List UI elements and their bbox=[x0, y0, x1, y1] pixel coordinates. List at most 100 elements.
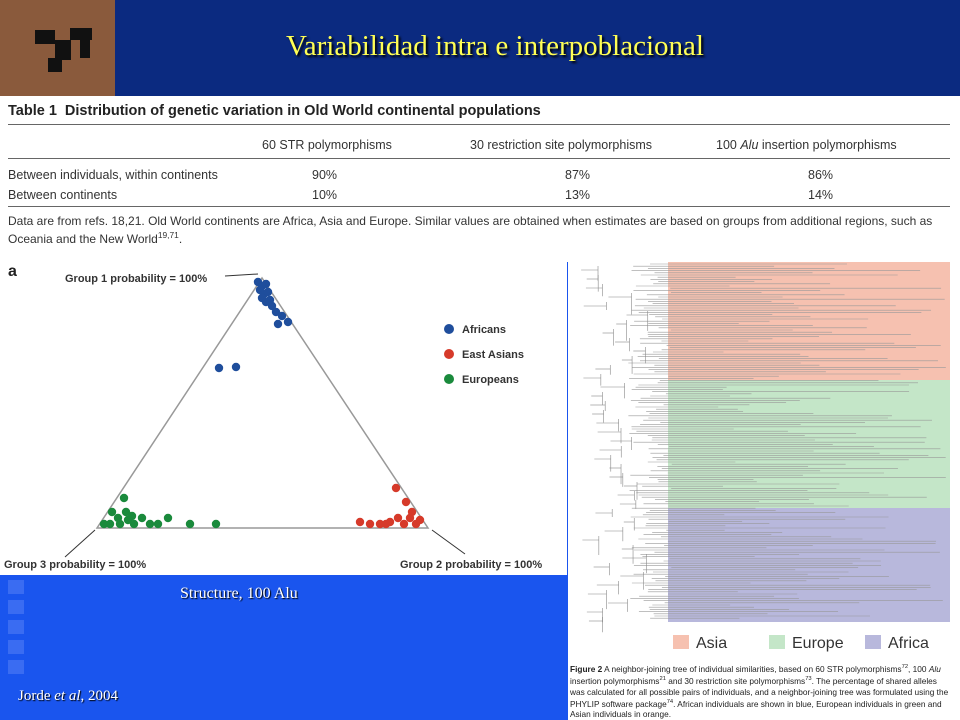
dot bbox=[375, 519, 385, 529]
dot bbox=[137, 513, 147, 523]
text-run: 19,71 bbox=[157, 230, 179, 240]
dot bbox=[153, 519, 163, 529]
text-run: A neighbor-joining tree of individual si… bbox=[602, 663, 902, 674]
legend-label: Europeans bbox=[462, 374, 519, 386]
dot bbox=[401, 497, 411, 507]
cell: 10% bbox=[312, 188, 338, 202]
panel-label: a bbox=[8, 263, 17, 280]
text-run: Jorde bbox=[18, 688, 55, 704]
legend-label: Africans bbox=[462, 324, 506, 336]
dot bbox=[283, 317, 293, 327]
dot bbox=[119, 493, 129, 503]
text-run: PHYLIP software package bbox=[570, 698, 667, 709]
dot bbox=[277, 311, 287, 321]
text-run: . African individuals are shown in blue,… bbox=[673, 698, 942, 709]
tree-caption-line: PHYLIP software package74. African indiv… bbox=[570, 697, 948, 709]
dot bbox=[365, 519, 375, 529]
dot bbox=[163, 513, 173, 523]
text-run: et al bbox=[54, 688, 81, 704]
dot bbox=[393, 513, 403, 523]
dot bbox=[214, 363, 224, 373]
logo-area bbox=[0, 0, 115, 96]
legend-swatch bbox=[865, 635, 881, 649]
citation: Jorde et al, 2004 bbox=[18, 688, 118, 705]
tree-panel: Asia Europe Africa Figure 2 A neighbor-joi… bbox=[568, 262, 960, 720]
column-header: 30 restriction site polymorphisms bbox=[470, 138, 652, 152]
cell: 14% bbox=[808, 188, 834, 202]
text-run: Alu bbox=[928, 663, 941, 674]
tree-caption-line: insertion polymorphisms21 and 30 restric… bbox=[570, 674, 948, 686]
text-run: 72 bbox=[901, 664, 909, 670]
group1-label: Group 1 probability = 100% bbox=[65, 273, 207, 285]
legend-label: Asia bbox=[696, 635, 727, 652]
dot bbox=[121, 507, 131, 517]
legend-label: East Asians bbox=[462, 349, 524, 361]
dot bbox=[263, 287, 273, 297]
triangle-panel: a Group 1 probability = 100% Group 3 pro… bbox=[0, 262, 567, 575]
dot bbox=[391, 483, 401, 493]
dot bbox=[273, 319, 283, 329]
legend-swatch bbox=[444, 324, 454, 334]
tree-caption-line: was calculated for all possible pairs of… bbox=[570, 687, 948, 698]
logo bbox=[35, 28, 92, 72]
dot bbox=[185, 519, 195, 529]
column-header: 100 Alu insertion polymorphisms bbox=[716, 138, 897, 152]
column-header: 60 STR polymorphisms bbox=[262, 138, 392, 152]
tree-caption-line: Asian individuals in orange. bbox=[570, 709, 948, 720]
text-run: Data are from refs. 18,21. Old World con… bbox=[8, 214, 933, 228]
dot bbox=[231, 362, 241, 372]
cell: 87% bbox=[565, 168, 591, 182]
text-run: 74 bbox=[666, 699, 674, 706]
figure-caption: Structure, 100 Alu bbox=[180, 585, 298, 602]
text-run: and 30 restriction site polymorphisms bbox=[665, 676, 806, 687]
dot bbox=[381, 519, 391, 529]
text-run: Figure 2 bbox=[570, 663, 603, 674]
text-run: 100 bbox=[716, 138, 741, 152]
dot bbox=[105, 519, 115, 529]
dot bbox=[129, 519, 139, 529]
table-panel: Table 1 Distribution of genetic variatio… bbox=[0, 96, 960, 262]
table-number: Table 1 bbox=[8, 103, 57, 119]
side-squares bbox=[0, 575, 30, 720]
text-run: 30 restriction site polymorphisms bbox=[470, 138, 653, 152]
header-band bbox=[0, 0, 960, 96]
text-run: Alu bbox=[740, 138, 759, 152]
legend-swatch bbox=[769, 635, 785, 649]
dot bbox=[399, 519, 409, 529]
text-run: Asian individuals in orange. bbox=[570, 709, 672, 720]
text-run: Oceania and the New World bbox=[8, 232, 158, 246]
dot bbox=[127, 511, 137, 521]
table-note: Oceania and the New World19,71. bbox=[8, 230, 182, 246]
legend-label: Europe bbox=[792, 635, 844, 652]
dot bbox=[261, 279, 271, 289]
cell: 86% bbox=[808, 168, 834, 182]
text-run: . bbox=[178, 232, 183, 246]
legend-swatch bbox=[444, 349, 454, 359]
triangle-plot: a Group 1 probability = 100% Group 3 pro… bbox=[4, 263, 542, 571]
tree-caption-line: Figure 2 A neighbor-joining tree of indi… bbox=[570, 662, 948, 674]
dot bbox=[99, 519, 109, 529]
tree-plot: Asia Europe Africa bbox=[581, 262, 950, 652]
text-run: 73 bbox=[805, 676, 812, 683]
text-run: 21 bbox=[659, 676, 666, 683]
row-label: Between individuals, within continents bbox=[8, 168, 218, 182]
dot bbox=[211, 519, 221, 529]
cell: 13% bbox=[565, 188, 591, 202]
row-label: Between continents bbox=[8, 188, 118, 202]
dot bbox=[415, 515, 425, 525]
legend-label: Africa bbox=[888, 635, 929, 652]
table-note: Data are from refs. 18,21. Old World con… bbox=[8, 214, 932, 228]
text-run: was calculated for all possible pairs of… bbox=[570, 686, 949, 697]
group2-label: Group 2 probability = 100% bbox=[400, 559, 542, 571]
legend-swatch bbox=[673, 635, 689, 649]
table-heading: Distribution of genetic variation in Old… bbox=[64, 103, 541, 119]
text-run: insertion polymorphisms bbox=[570, 676, 660, 687]
text-run: , 2004 bbox=[80, 688, 119, 704]
cell: 90% bbox=[312, 168, 338, 182]
dot bbox=[355, 517, 365, 527]
text-run: , 100 bbox=[908, 663, 929, 674]
tree-band bbox=[668, 380, 950, 508]
dot bbox=[115, 519, 125, 529]
dot bbox=[107, 507, 117, 517]
